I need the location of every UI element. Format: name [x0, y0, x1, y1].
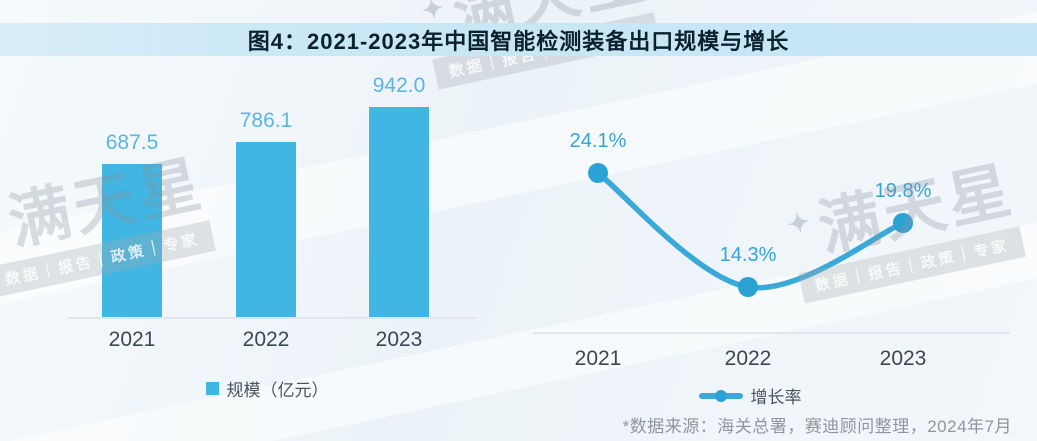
line-legend: 增长率: [530, 383, 970, 408]
bar-legend-label: 规模（亿元）: [226, 381, 329, 400]
title-band: 图4：2021-2023年中国智能检测装备出口规模与增长: [0, 23, 1037, 56]
line-legend-dot: [714, 389, 727, 402]
line-point: [893, 213, 913, 233]
bar-legend-marker: [205, 382, 219, 395]
data-source-note: *数据来源：海关总署，赛迪顾问整理，2024年7月: [622, 417, 1012, 436]
line-legend-marker: [698, 389, 743, 402]
figure-title: 图4：2021-2023年中国智能检测装备出口规模与增长: [247, 28, 790, 54]
line-legend-label: 增长率: [750, 388, 802, 407]
line-point: [588, 163, 608, 183]
line-chart-axis: [533, 332, 1010, 334]
line-point: [738, 277, 758, 297]
growth-line: [595, 170, 906, 291]
bar-legend: 规模（亿元）: [67, 376, 467, 401]
